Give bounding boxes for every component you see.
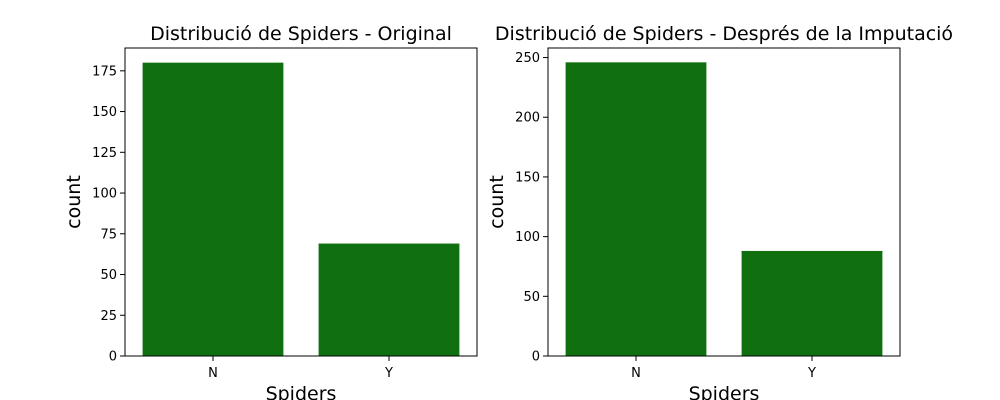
right-y-axis-label: count — [486, 175, 508, 229]
left-y-tick-label: 125 — [92, 146, 117, 161]
right-y-tick-label: 200 — [515, 111, 540, 126]
left-y-tick-label: 75 — [100, 227, 117, 242]
left-chart-title: Distribució de Spiders - Original — [150, 23, 452, 45]
right-x-tick-label-n: N — [631, 366, 641, 381]
left-y-tick-label: 150 — [92, 105, 117, 120]
left-chart: 0 25 50 75 100 125 150 175 N Y Distribució de Spid… — [63, 23, 478, 400]
right-y-tick-label: 0 — [532, 350, 540, 365]
left-bar-y — [318, 243, 460, 356]
right-y-tick-label: 250 — [515, 51, 540, 66]
left-x-tick-label-n: N — [208, 366, 218, 381]
right-y-tick-label: 100 — [515, 230, 540, 245]
left-y-tick-label: 25 — [100, 309, 117, 324]
right-y-tick-label: 150 — [515, 170, 540, 185]
right-chart: 0 50 100 150 200 250 N Y Distribució de Spiders … — [486, 23, 953, 400]
right-chart-title: Distribució de Spiders - Després de la I… — [495, 23, 953, 45]
left-y-axis-label: count — [63, 175, 85, 229]
left-y-tick-label: 175 — [92, 64, 117, 79]
right-x-axis-label: Spiders — [689, 383, 760, 400]
left-x-axis-label: Spiders — [266, 383, 337, 400]
right-bar-n — [565, 62, 707, 356]
left-axes-frame — [124, 47, 478, 357]
right-axes-frame — [547, 47, 901, 357]
left-y-tick-label: 0 — [109, 350, 117, 365]
left-bar-n — [142, 62, 284, 357]
right-x-tick-label-y: Y — [807, 366, 816, 381]
left-x-tick-label-y: Y — [384, 366, 393, 381]
right-bar-y — [741, 250, 883, 356]
right-y-tick-label: 50 — [523, 290, 540, 305]
left-y-tick-label: 100 — [92, 187, 117, 202]
left-y-tick-label: 50 — [100, 268, 117, 283]
